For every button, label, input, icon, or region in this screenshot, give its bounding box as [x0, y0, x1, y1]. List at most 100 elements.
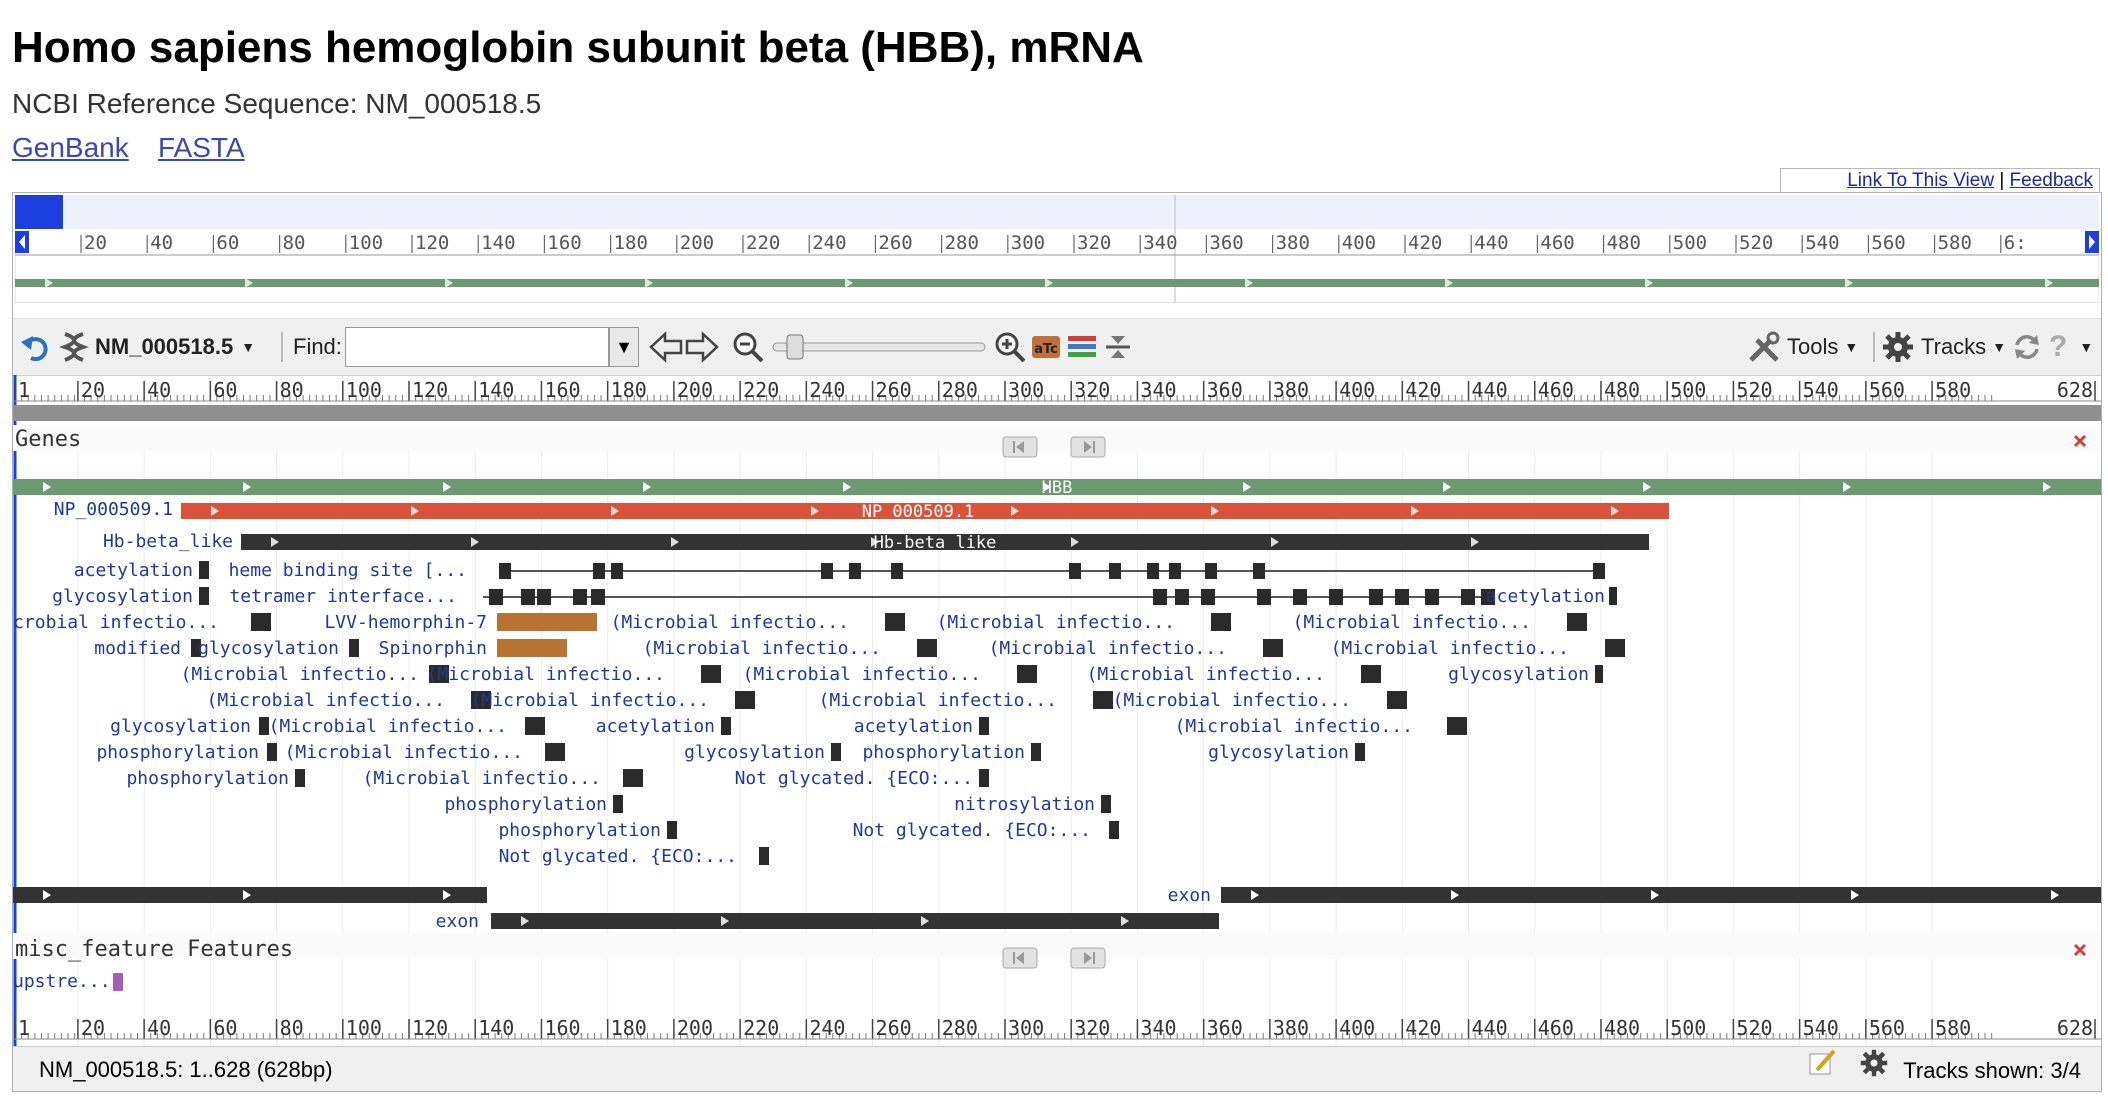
feature-block[interactable] [1567, 613, 1587, 631]
feature-label[interactable]: phosphorylation [444, 794, 607, 815]
edit-icon[interactable] [1807, 1048, 1837, 1091]
feedback-link[interactable]: Feedback [2009, 170, 2093, 191]
feature-block[interactable] [1609, 587, 1617, 605]
heme-binding-site-block[interactable] [1147, 563, 1159, 579]
protein-bar[interactable] [181, 503, 1669, 519]
feature-block[interactable] [979, 769, 989, 787]
feature-label[interactable]: (Microbial infectio... [363, 768, 601, 789]
feature-block[interactable] [1017, 665, 1037, 683]
feature-block[interactable] [525, 717, 545, 735]
tetramer-interface-block[interactable] [1481, 589, 1495, 605]
feature-label[interactable]: (Microbial infectio... [471, 690, 709, 711]
feature-block[interactable] [1387, 691, 1407, 709]
feature-label[interactable]: glycosylation [684, 742, 825, 763]
feature-label[interactable]: (Microbial infectio... [1175, 716, 1413, 737]
feature-label[interactable]: (Microbial infectio... [1293, 612, 1531, 633]
link-to-this-view[interactable]: Link To This View [1847, 170, 1995, 191]
heme-binding-site-block[interactable] [499, 563, 511, 579]
feature-label[interactable]: phosphorylation [498, 820, 661, 841]
feature-label[interactable]: (Microbial infectio... [207, 690, 445, 711]
feature-label[interactable]: phosphorylation [126, 768, 289, 789]
feature-block[interactable] [259, 717, 269, 735]
find-dropdown-button[interactable]: ▼ [609, 327, 639, 367]
tetramer-interface-block[interactable] [591, 589, 605, 605]
genbank-link[interactable]: GenBank [12, 132, 129, 163]
feature-block[interactable] [429, 665, 449, 683]
feature-label[interactable]: phosphorylation [96, 742, 259, 763]
tetramer-interface-block[interactable] [1425, 589, 1439, 605]
gear-icon[interactable] [1859, 1048, 1889, 1091]
misc-track-next-button[interactable] [1070, 947, 1106, 969]
feature-label[interactable]: acetylation [596, 716, 715, 737]
feature-block[interactable] [1605, 639, 1625, 657]
feature-block[interactable] [735, 691, 755, 709]
heme-binding-site-block[interactable] [1169, 563, 1181, 579]
feature-block[interactable] [1031, 743, 1041, 761]
undo-icon[interactable] [19, 319, 53, 375]
heme-binding-site-block[interactable] [1069, 563, 1081, 579]
feature-block[interactable] [885, 613, 905, 631]
heme-binding-site-block[interactable] [1109, 563, 1121, 579]
feature-block[interactable] [199, 561, 209, 579]
feature-block[interactable] [721, 717, 731, 735]
feature-label[interactable]: (Microbial infectio... [285, 742, 523, 763]
feature-label[interactable]: (Microbial infectio... [937, 612, 1175, 633]
heme-binding-site-block[interactable] [1593, 563, 1605, 579]
feature-block[interactable] [759, 847, 769, 865]
feature-label[interactable]: Not glycated. {ECO:... [499, 846, 737, 867]
tetramer-interface-block[interactable] [1175, 589, 1189, 605]
zoom-slider[interactable] [771, 319, 987, 375]
feature-block[interactable] [191, 639, 201, 657]
feature-block[interactable] [1595, 665, 1603, 683]
feature-block[interactable] [613, 795, 623, 813]
heme-binding-site-block[interactable] [1253, 563, 1265, 579]
feature-label[interactable]: (Microbial infectio... [13, 612, 219, 633]
close-track-icon[interactable] [2073, 434, 2087, 448]
feature-label[interactable]: Not glycated. {ECO:... [735, 768, 973, 789]
tetramer-interface-block[interactable] [1395, 589, 1409, 605]
markers-icon[interactable] [1067, 319, 1097, 375]
feature-label[interactable]: acetylation [74, 560, 193, 581]
feature-block[interactable] [1109, 821, 1119, 839]
collapse-icon[interactable] [1103, 319, 1133, 375]
heme-binding-site-block[interactable] [891, 563, 903, 579]
feature-block[interactable] [1263, 639, 1283, 657]
feature-label[interactable]: nitrosylation [954, 794, 1095, 815]
feature-label[interactable]: acetylation [854, 716, 973, 737]
track-area[interactable]: 1 20 40 60 80 100 120 140 160 180 200 220 240 260 280 3… [13, 193, 2101, 1092]
pan-left-icon[interactable] [649, 319, 683, 375]
feature-block[interactable] [667, 821, 677, 839]
tetramer-interface-block[interactable] [1369, 589, 1383, 605]
feature-label[interactable]: (Microbial infectio... [743, 664, 981, 685]
tetramer-interface-block[interactable] [489, 589, 503, 605]
feature-block[interactable] [251, 613, 271, 631]
feature-label[interactable]: phosphorylation [862, 742, 1025, 763]
overview-selection[interactable] [15, 195, 63, 229]
help-icon[interactable]: ? ▼ [2049, 330, 2094, 363]
track-prev-button[interactable] [1002, 436, 1038, 458]
feature-label[interactable]: (Microbial infectio... [1113, 690, 1351, 711]
misc-track-prev-button[interactable] [1002, 947, 1038, 969]
feature-label[interactable]: glycosylation [1208, 742, 1349, 763]
exon-bar-2[interactable] [491, 913, 1219, 929]
feature-block[interactable] [1447, 717, 1467, 735]
feature-label[interactable]: (Microbial infectio... [181, 664, 419, 685]
tetramer-interface-block[interactable] [1257, 589, 1271, 605]
zoom-out-icon[interactable] [731, 319, 765, 375]
overview-panel[interactable]: 20 40 60 80 100 120 140 160 180 200 220 240 260 280 30… [15, 195, 2099, 303]
sequence-selector[interactable]: NM_000518.5 ▼ [95, 319, 255, 375]
feature-label[interactable]: Spinorphin [379, 638, 487, 659]
feature-block[interactable] [831, 743, 841, 761]
tetramer-interface-block[interactable] [521, 589, 535, 605]
feature-label[interactable]: heme binding site [... [229, 560, 467, 581]
tetramer-interface-block[interactable] [1329, 589, 1343, 605]
feature-block[interactable] [1355, 743, 1365, 761]
feature-block[interactable] [623, 769, 643, 787]
feature-label[interactable]: (Microbial infectio... [611, 612, 849, 633]
feature-label[interactable]: (Microbial infectio... [989, 638, 1227, 659]
feature-block[interactable] [267, 743, 277, 761]
feature-block[interactable] [1101, 795, 1111, 813]
feature-block[interactable] [497, 639, 567, 657]
feature-block[interactable] [295, 769, 305, 787]
feature-block[interactable] [1211, 613, 1231, 631]
